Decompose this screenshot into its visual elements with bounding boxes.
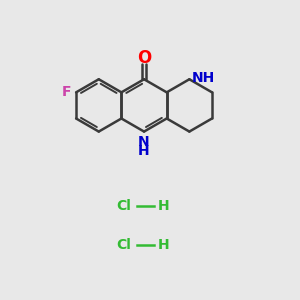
Text: Cl: Cl [116, 238, 131, 252]
Text: NH: NH [192, 71, 215, 85]
Text: H: H [138, 144, 150, 158]
Text: Cl: Cl [116, 200, 131, 214]
Text: H: H [158, 200, 169, 214]
Text: N: N [138, 135, 150, 149]
Text: H: H [158, 238, 169, 252]
Text: F: F [61, 85, 71, 99]
Text: O: O [137, 50, 151, 68]
